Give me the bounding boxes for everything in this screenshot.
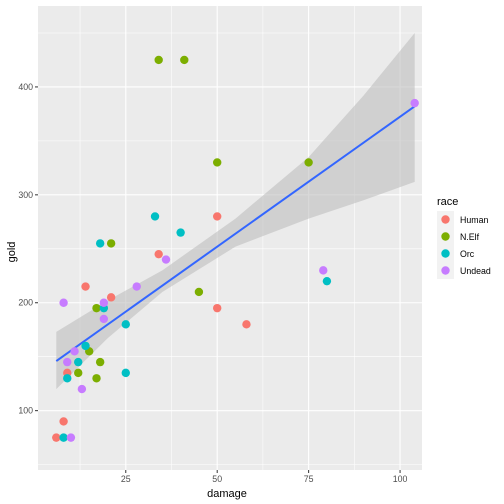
point-orc	[121, 368, 130, 378]
point-undead	[99, 298, 109, 307]
point-undead	[161, 255, 171, 264]
point-human	[81, 282, 90, 291]
point-nelf	[106, 239, 116, 248]
point-undead	[132, 282, 141, 291]
point-undead	[66, 433, 76, 442]
point-orc	[150, 212, 160, 221]
point-undead	[319, 266, 328, 275]
legend-title: race	[437, 196, 458, 208]
point-human	[213, 303, 222, 313]
point-human	[52, 433, 61, 442]
y-tick-label: 300	[18, 190, 33, 200]
point-nelf	[213, 158, 222, 167]
legend-label-human: Human	[460, 215, 488, 225]
x-tick-label: 100	[393, 474, 408, 484]
point-nelf	[92, 303, 101, 313]
point-nelf	[194, 287, 204, 297]
regression-line	[55, 105, 416, 362]
point-orc	[95, 239, 105, 248]
point-orc	[59, 433, 68, 442]
point-orc	[322, 276, 332, 286]
point-undead	[63, 357, 72, 367]
point-nelf	[95, 357, 105, 367]
point-orc	[74, 357, 83, 367]
point-undead	[99, 314, 109, 324]
legend-key-symbol	[441, 232, 450, 241]
y-axis-title: gold	[6, 242, 18, 263]
legend-key-symbol	[441, 215, 450, 224]
point-nelf	[154, 55, 163, 65]
legend-label-nelf: N.Elf	[460, 232, 480, 242]
x-tick-label: 50	[212, 474, 222, 484]
point-nelf	[180, 55, 189, 65]
legend: race Human N.Elf Orc Undead	[437, 196, 491, 279]
point-orc	[121, 320, 130, 329]
data-points	[52, 55, 419, 442]
point-nelf	[304, 158, 313, 167]
point-human	[154, 249, 163, 259]
point-human	[242, 320, 251, 329]
point-nelf	[74, 368, 83, 378]
minor-gridlines	[38, 6, 422, 470]
confidence-band	[56, 32, 415, 390]
point-human	[106, 293, 116, 302]
point-undead	[59, 298, 68, 307]
point-undead	[77, 384, 87, 394]
legend-key-symbol	[441, 266, 450, 275]
point-orc	[63, 374, 72, 383]
legend-label-undead: Undead	[460, 266, 491, 276]
x-axis-title: damage	[207, 488, 247, 500]
point-human	[59, 417, 68, 426]
x-tick-label: 75	[304, 474, 314, 484]
y-tick-label: 400	[18, 82, 33, 92]
point-undead	[410, 98, 419, 108]
point-orc	[176, 228, 185, 237]
legend-key-symbol	[441, 249, 450, 258]
point-nelf	[92, 374, 101, 383]
axis-ticks: 25 50 75 100 100 200 300 400	[18, 82, 407, 484]
y-tick-label: 100	[18, 406, 33, 416]
legend-label-orc: Orc	[460, 249, 475, 259]
point-orc	[81, 341, 90, 351]
x-tick-label: 25	[121, 474, 131, 484]
y-tick-label: 200	[18, 298, 33, 308]
point-undead	[70, 347, 79, 356]
point-human	[213, 212, 222, 221]
